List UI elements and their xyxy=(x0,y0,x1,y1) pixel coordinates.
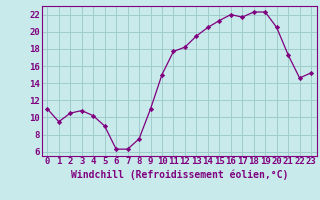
X-axis label: Windchill (Refroidissement éolien,°C): Windchill (Refroidissement éolien,°C) xyxy=(70,169,288,180)
